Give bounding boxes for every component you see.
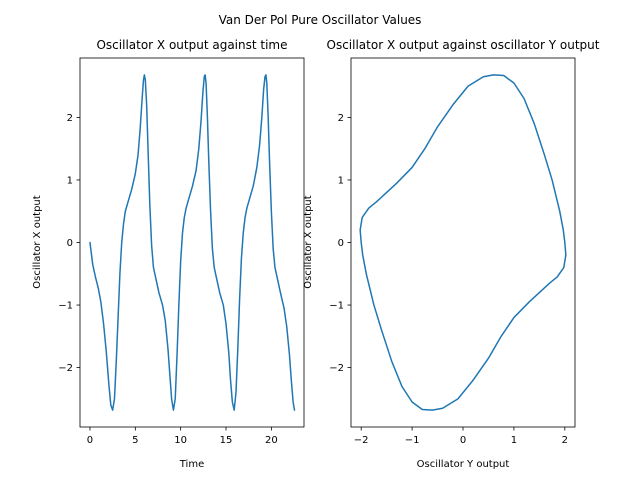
left-plot-xtick-label: 20 [265,435,278,446]
left-plot-xtick-label: 10 [174,435,187,446]
left-plot-ytick-label: −2 [58,363,73,374]
left-plot: Oscillator X output against time Time Os… [32,38,305,470]
left-plot-xtick-label: 15 [220,435,233,446]
right-plot-xtick-label: 0 [460,435,466,446]
left-plot-ytick-label: 2 [67,113,73,124]
right-plot-xtick-label: 1 [511,435,517,446]
left-plot-ytick-label: 0 [67,238,73,249]
left-plot-series-line [89,74,296,411]
left-plot-title: Oscillator X output against time [96,38,287,52]
left-plot-xlabel: Time [179,459,204,470]
right-plot-ytick-label: −2 [329,363,344,374]
right-plot-xtick-label: −1 [405,435,420,446]
right-plot-ytick-label: −1 [329,301,344,312]
left-plot-ytick-label: −1 [58,301,73,312]
right-plot-title: Oscillator X output against oscillator Y… [327,38,600,52]
left-plot-ylabel: Oscillator X output [32,195,43,288]
right-plot-ytick-label: 1 [338,175,344,186]
left-plot-ytick-label: 1 [67,175,73,186]
right-plot-xtick-label: −2 [354,435,369,446]
right-plot-xtick-label: 2 [562,435,568,446]
right-plot-ytick-label: 2 [338,113,344,124]
right-plot-xlabel: Oscillator Y output [417,459,510,470]
left-plot-xtick-label: 5 [132,435,138,446]
left-plot-xtick-label: 0 [87,435,93,446]
right-plot-ytick-label: 0 [338,238,344,249]
figure-suptitle: Van Der Pol Pure Oscillator Values [219,13,422,27]
right-plot: Oscillator X output against oscillator Y… [303,38,600,470]
right-plot-ylabel: Oscillator X output [303,195,314,288]
right-plot-series-line [359,74,567,411]
